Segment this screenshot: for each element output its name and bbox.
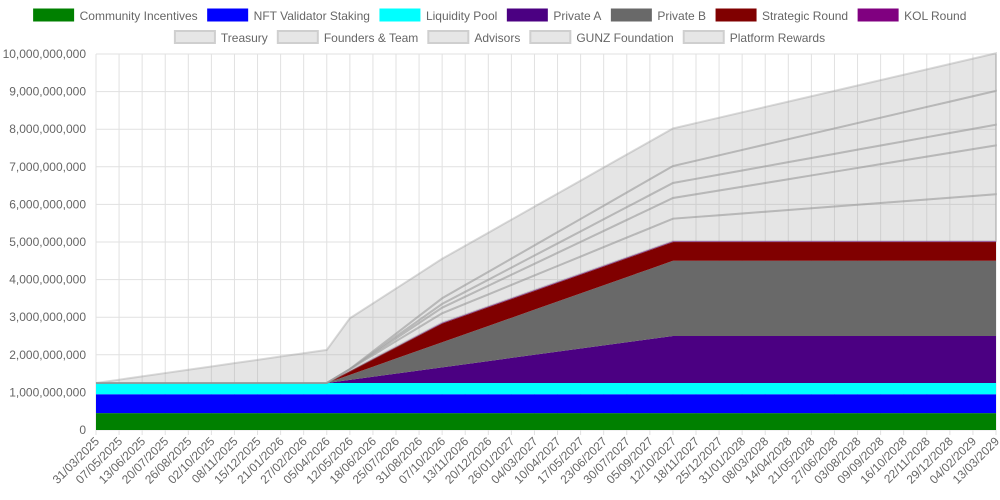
legend-swatch — [506, 8, 548, 22]
legend-swatch — [173, 30, 216, 44]
legend-item-founders-and-team[interactable]: Founders & Team — [276, 30, 419, 45]
legend-item-strategic-round[interactable]: Strategic Round — [715, 8, 848, 23]
y-tick-label: 0 — [79, 423, 86, 437]
legend-swatch — [207, 8, 249, 22]
legend-label: KOL Round — [904, 9, 966, 23]
y-tick-label: 2,000,000,000 — [9, 348, 86, 362]
y-tick-label: 3,000,000,000 — [9, 310, 86, 324]
y-tick-label: 1,000,000,000 — [9, 385, 86, 399]
area-private-b — [96, 260, 996, 383]
legend-swatch — [610, 8, 652, 22]
legend-swatch — [276, 30, 319, 44]
x-axis-ticks: 31/03/202507/05/202513/06/202520/07/2025… — [50, 434, 1000, 487]
legend[interactable]: Community Incentives NFT Validator Stakin… — [33, 8, 967, 45]
y-tick-label: 4,000,000,000 — [9, 273, 86, 287]
y-tick-label: 9,000,000,000 — [9, 85, 86, 99]
legend-label: Advisors — [474, 31, 520, 45]
legend-swatch — [682, 30, 725, 44]
legend-label: Liquidity Pool — [426, 9, 497, 23]
legend-item-gunz-foundation[interactable]: GUNZ Foundation — [529, 30, 674, 45]
area-nft-validator-staking — [96, 394, 996, 414]
stacked-areas — [95, 51, 997, 430]
area-strategic-round — [96, 242, 996, 383]
legend-item-nft-validator-staking[interactable]: NFT Validator Staking — [207, 8, 370, 23]
area-liquidity-pool — [96, 383, 996, 395]
legend-label: GUNZ Foundation — [576, 31, 673, 45]
legend-item-advisors[interactable]: Advisors — [427, 30, 520, 45]
legend-label: Platform Rewards — [730, 31, 825, 45]
area-founders-and-team — [96, 144, 997, 384]
y-tick-label: 10,000,000,000 — [3, 47, 87, 61]
legend-label: Community Incentives — [80, 9, 198, 23]
legend-swatch — [427, 30, 470, 44]
legend-item-liquidity-pool[interactable]: Liquidity Pool — [379, 8, 497, 23]
area-community-incentives — [96, 413, 996, 430]
legend-item-private-a[interactable]: Private A — [506, 8, 601, 23]
area-treasury — [96, 193, 997, 384]
legend-label: Private A — [553, 9, 601, 23]
area-private-a — [96, 336, 996, 383]
area-gunz-foundation — [96, 89, 997, 384]
legend-label: Treasury — [221, 31, 268, 45]
legend-swatch — [529, 30, 572, 44]
legend-swatch — [715, 8, 757, 22]
legend-item-treasury[interactable]: Treasury — [173, 30, 268, 45]
legend-label: Private B — [657, 9, 706, 23]
y-tick-label: 5,000,000,000 — [9, 235, 86, 249]
legend-item-community-incentives[interactable]: Community Incentives — [33, 8, 198, 23]
legend-item-private-b[interactable]: Private B — [610, 8, 706, 23]
legend-swatch — [33, 8, 75, 22]
legend-swatch — [379, 8, 421, 22]
legend-swatch — [857, 8, 899, 22]
legend-label: NFT Validator Staking — [254, 9, 370, 23]
legend-label: Strategic Round — [762, 9, 848, 23]
legend-label: Founders & Team — [324, 31, 419, 45]
y-tick-label: 7,000,000,000 — [9, 160, 86, 174]
legend-item-kol-round[interactable]: KOL Round — [857, 8, 966, 23]
area-advisors — [96, 123, 997, 384]
y-tick-label: 8,000,000,000 — [9, 122, 86, 136]
y-tick-label: 6,000,000,000 — [9, 197, 86, 211]
y-axis-ticks: 0 1,000,000,000 2,000,000,000 3,000,000,000… — [3, 47, 87, 437]
area-platform-rewards — [95, 51, 997, 384]
legend-item-platform-rewards[interactable]: Platform Rewards — [682, 30, 825, 45]
